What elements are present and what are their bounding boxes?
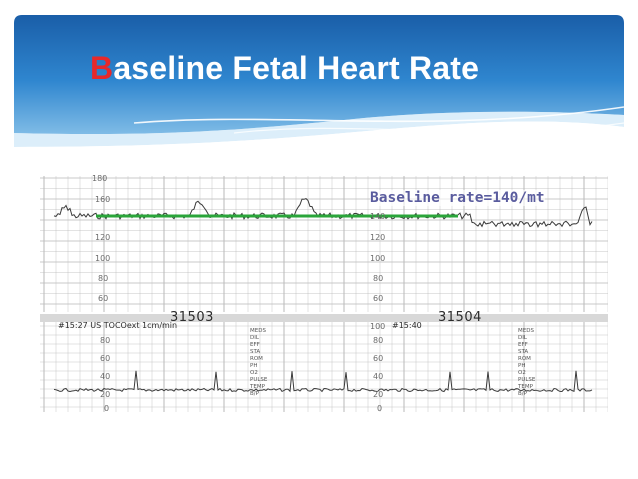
note-item: MEDS: [250, 328, 266, 334]
note-item: B/P: [518, 391, 527, 397]
note-item: TEMP: [518, 384, 533, 390]
fhr-scale-label: 60: [98, 294, 109, 303]
note-item: EFF: [250, 342, 260, 348]
toco-scale-label-right: 40: [373, 372, 384, 381]
strip-id: 31503: [170, 310, 214, 325]
ctg-strip: Baseline rate=140/mt 180 160 120 100 80 …: [40, 174, 608, 414]
ctg-grid: [40, 176, 608, 414]
note-item: DIL: [518, 335, 527, 341]
note-item: PULSE: [250, 377, 268, 383]
toco-grid: [40, 322, 608, 412]
toco-trace: [53, 370, 593, 393]
fhr-scale-label-right: 140: [370, 212, 386, 221]
toco-header: #15:27 US TOCOext 1cm/min: [58, 321, 178, 330]
title-initial: B: [90, 50, 114, 86]
note-item: STA: [250, 349, 261, 355]
toco-scale-label-right: 60: [373, 354, 384, 363]
note-item: STA: [518, 349, 529, 355]
notes-block: MEDS DIL EFF STA ROM PH O2 PULSE TEMP B/…: [250, 328, 267, 398]
note-item: O2: [250, 370, 258, 376]
note-item: B/P: [250, 391, 259, 397]
toco-scale-label: 40: [100, 372, 111, 381]
note-item: PULSE: [518, 377, 536, 383]
toco-scale-label: 60: [100, 354, 111, 363]
fhr-scale-label-right: 80: [373, 274, 384, 283]
toco-scale-label: 80: [100, 336, 111, 345]
fhr-scale-label: 180: [92, 174, 108, 183]
note-item: PH: [250, 363, 258, 369]
note-item: MEDS: [518, 328, 534, 334]
fhr-scale-label: 80: [98, 274, 109, 283]
toco-scale-label-right: 0: [377, 404, 383, 413]
toco-header: #15:40: [392, 321, 422, 330]
baseline-annotation: Baseline rate=140/mt: [370, 190, 545, 206]
note-item: EFF: [518, 342, 528, 348]
note-item: DIL: [250, 335, 259, 341]
toco-scale-label: 20: [100, 390, 111, 399]
toco-scale-label-right: 20: [373, 390, 384, 399]
fhr-scale-label: 100: [95, 254, 111, 263]
note-item: O2: [518, 370, 526, 376]
fhr-scale-label-right: 60: [373, 294, 384, 303]
header-banner: [14, 15, 624, 175]
fhr-scale-label: 160: [95, 195, 111, 204]
note-item: ROM: [518, 356, 531, 362]
strip-id: 31504: [438, 310, 482, 325]
toco-scale-label-right: 100: [370, 322, 386, 331]
fhr-scale-label: 120: [95, 233, 111, 242]
toco-scale-label: 0: [104, 404, 110, 413]
note-item: PH: [518, 363, 526, 369]
note-item: TEMP: [250, 384, 265, 390]
slide-title: Baseline Fetal Heart Rate: [90, 50, 479, 87]
notes-block: MEDS DIL EFF STA ROM PH O2 PULSE TEMP B/…: [518, 328, 535, 398]
toco-scale-label-right: 80: [373, 336, 384, 345]
fhr-scale-label-right: 100: [370, 254, 386, 263]
title-rest: aseline Fetal Heart Rate: [113, 50, 480, 86]
fhr-grid: [40, 176, 608, 312]
fhr-scale-label-right: 120: [370, 233, 386, 242]
note-item: ROM: [250, 356, 263, 362]
